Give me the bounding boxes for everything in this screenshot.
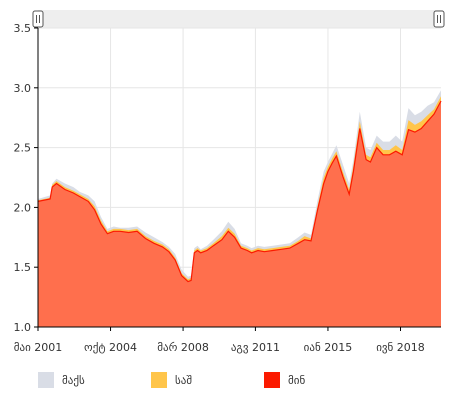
legend-swatch-max: [38, 372, 54, 388]
series-area-min: [38, 101, 441, 327]
scrollbar-right-handle[interactable]: [433, 10, 445, 28]
legend-item-avg[interactable]: საშ: [151, 372, 192, 388]
x-axis-ticks: მაი 2001 ოქტ 2004 მარ 2008 აგვ 2011 იან 2015…: [14, 327, 425, 354]
legend-label-max: მაქს: [62, 373, 85, 387]
y-tick-label: 3.0: [14, 82, 32, 95]
x-tick-label: აგვ 2011: [231, 341, 280, 354]
legend: მაქს საშ მინ: [0, 362, 451, 402]
scrollbar[interactable]: [32, 10, 445, 28]
x-tick-label: მარ 2008: [157, 341, 209, 354]
y-tick-label: 1.5: [14, 261, 32, 274]
legend-swatch-avg: [151, 372, 167, 388]
y-tick-label: 2.5: [14, 142, 32, 155]
scrollbar-left-handle[interactable]: [32, 10, 44, 28]
x-tick-label: ივნ 2018: [376, 341, 425, 354]
right-handle-grip-icon[interactable]: [433, 10, 445, 28]
series-line-min: [37, 100, 442, 283]
y-tick-label: 2.0: [14, 201, 32, 214]
legend-label-avg: საშ: [175, 373, 193, 387]
y-axis-ticks: 1.0 1.5 2.0 2.5 3.0 3.5: [14, 22, 38, 334]
scrollbar-track[interactable]: [38, 10, 443, 28]
y-tick-label: 3.5: [14, 22, 32, 35]
y-tick-label: 1.0: [14, 321, 32, 334]
legend-item-max[interactable]: მაქს: [38, 372, 85, 388]
series-areas: [37, 90, 442, 327]
legend-swatch-min: [264, 372, 280, 388]
left-handle-grip-icon[interactable]: [32, 10, 44, 28]
legend-label-min: მინ: [288, 373, 306, 387]
x-tick-label: იან 2015: [304, 341, 353, 354]
x-tick-label: ოქტ 2004: [84, 341, 137, 354]
x-tick-label: მაი 2001: [14, 341, 63, 354]
legend-item-min[interactable]: მინ: [264, 372, 305, 388]
